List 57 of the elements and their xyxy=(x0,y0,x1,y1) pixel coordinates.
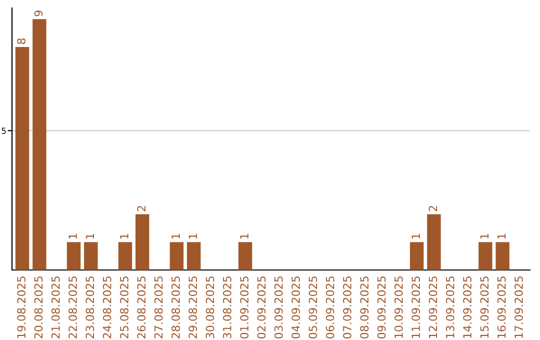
data-label: 1 xyxy=(188,234,197,239)
data-label: 9 xyxy=(34,10,43,16)
x-tick-label: 22.08.2025 xyxy=(68,276,77,338)
x-tick-label: 01.09.2025 xyxy=(240,276,248,338)
x-tick-label: 28.08.2025 xyxy=(171,276,180,338)
bar xyxy=(84,242,98,270)
data-label: 1 xyxy=(120,234,128,239)
data-label: 8 xyxy=(17,38,26,44)
data-label: 1 xyxy=(480,234,488,239)
x-tick-label: 06.09.2025 xyxy=(326,276,334,338)
x-tick-label: 15.09.2025 xyxy=(480,276,489,338)
x-tick-label: 12.09.2025 xyxy=(428,276,438,338)
bar xyxy=(32,19,46,270)
bar xyxy=(496,242,510,270)
data-label: 1 xyxy=(412,234,420,239)
x-tick-label: 23.08.2025 xyxy=(86,276,94,338)
bar xyxy=(410,242,424,270)
bar xyxy=(135,214,150,270)
x-tick-label: 04.09.2025 xyxy=(292,276,300,338)
x-tick-label: 17.09.2025 xyxy=(514,276,523,338)
x-tick-label: 10.09.2025 xyxy=(394,276,403,338)
bar xyxy=(186,242,201,270)
x-tick-label: 08.09.2025 xyxy=(360,276,369,338)
x-tick-label: 21.08.2025 xyxy=(51,276,60,338)
x-tick-label: 27.08.2025 xyxy=(154,276,163,338)
x-tick-label: 16.09.2025 xyxy=(497,276,506,338)
x-tick-label: 19.08.2025 xyxy=(17,276,26,338)
bar xyxy=(118,242,132,270)
x-tick-label: 30.08.2025 xyxy=(206,276,214,338)
bar xyxy=(427,214,441,270)
x-tick-label: 31.08.2025 xyxy=(222,276,232,338)
bar xyxy=(238,242,252,270)
data-label: 1 xyxy=(68,234,77,239)
bar xyxy=(170,242,184,270)
bar xyxy=(15,47,30,270)
x-tick-label: 11.09.2025 xyxy=(412,276,420,338)
x-tick-label: 05.09.2025 xyxy=(308,276,318,338)
x-tick-label: 14.09.2025 xyxy=(463,276,472,338)
y-tick-label: 5 xyxy=(2,128,6,134)
x-tick-label: 20.08.2025 xyxy=(34,276,43,338)
x-tick-label: 29.08.2025 xyxy=(188,276,198,338)
x-tick-label: 07.09.2025 xyxy=(343,276,352,338)
bar xyxy=(66,242,81,270)
data-label: 1 xyxy=(172,234,180,239)
data-label: 1 xyxy=(86,234,94,239)
x-tick-label: 03.09.2025 xyxy=(274,276,283,338)
data-label: 2 xyxy=(137,206,146,212)
data-label: 1 xyxy=(240,234,248,239)
data-label: 2 xyxy=(428,206,438,212)
x-tick-label: 25.08.2025 xyxy=(120,276,128,338)
bar xyxy=(478,242,492,270)
x-tick-label: 24.08.2025 xyxy=(102,276,112,338)
x-tick-label: 13.09.2025 xyxy=(446,276,454,338)
x-tick-label: 26.08.2025 xyxy=(137,276,146,338)
x-tick-label: 09.09.2025 xyxy=(377,276,386,338)
x-tick-label: 02.09.2025 xyxy=(257,276,266,338)
data-label: 1 xyxy=(498,234,506,239)
